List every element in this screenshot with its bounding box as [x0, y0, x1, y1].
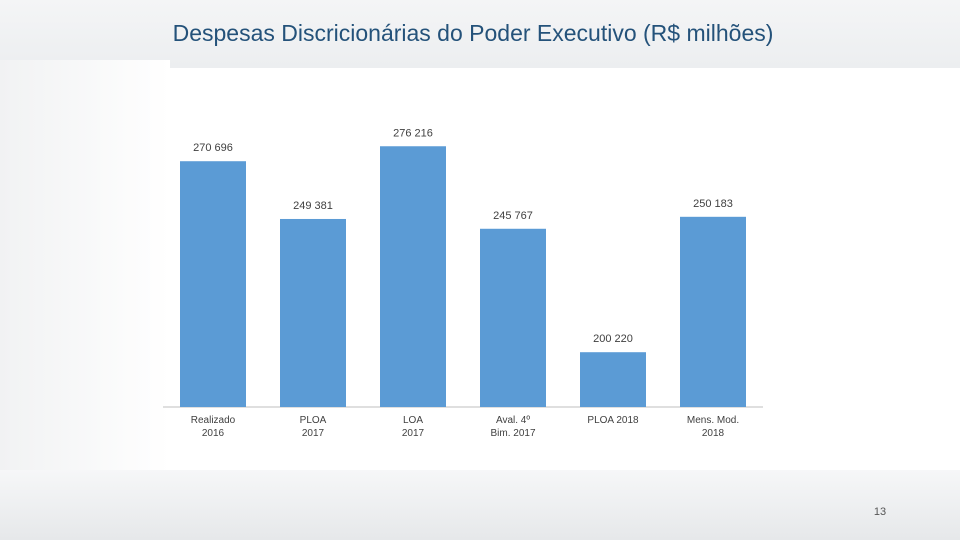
- category-label-4-line-1: Aval. 4º: [496, 415, 530, 426]
- bar-value-label-4: 245 767: [493, 210, 533, 222]
- category-label-3-line-1: LOA: [403, 415, 423, 426]
- header-band: [0, 0, 960, 68]
- bar-6: [680, 216, 746, 407]
- bar-4: [480, 228, 546, 407]
- category-label-3-line-2: 2017: [402, 428, 425, 439]
- slide-title: Despesas Discricionárias do Poder Execut…: [172, 20, 774, 46]
- bar-1: [180, 161, 246, 407]
- bar-3: [380, 146, 446, 407]
- bar-value-label-3: 276 216: [393, 127, 433, 139]
- category-label-1-line-1: Realizado: [191, 415, 236, 426]
- category-label-2-line-1: PLOA: [300, 415, 327, 426]
- bar-value-label-2: 249 381: [293, 200, 333, 212]
- bar-5: [580, 352, 646, 407]
- category-label-6-line-2: 2018: [702, 428, 725, 439]
- category-label-4-line-2: Bim. 2017: [490, 428, 535, 439]
- bar-value-label-5: 200 220: [593, 333, 633, 345]
- background-decoration-left: [0, 60, 170, 480]
- bar-value-label-1: 270 696: [193, 142, 233, 154]
- category-label-6-line-1: Mens. Mod.: [687, 415, 739, 426]
- category-label-5-line-1: PLOA 2018: [587, 415, 639, 426]
- category-label-2-line-2: 2017: [302, 428, 325, 439]
- category-label-1-line-2: 2016: [202, 428, 225, 439]
- footer-band: [0, 470, 960, 540]
- page-number: 13: [873, 506, 887, 518]
- bar-value-label-6: 250 183: [693, 198, 733, 210]
- bar-2: [280, 218, 346, 407]
